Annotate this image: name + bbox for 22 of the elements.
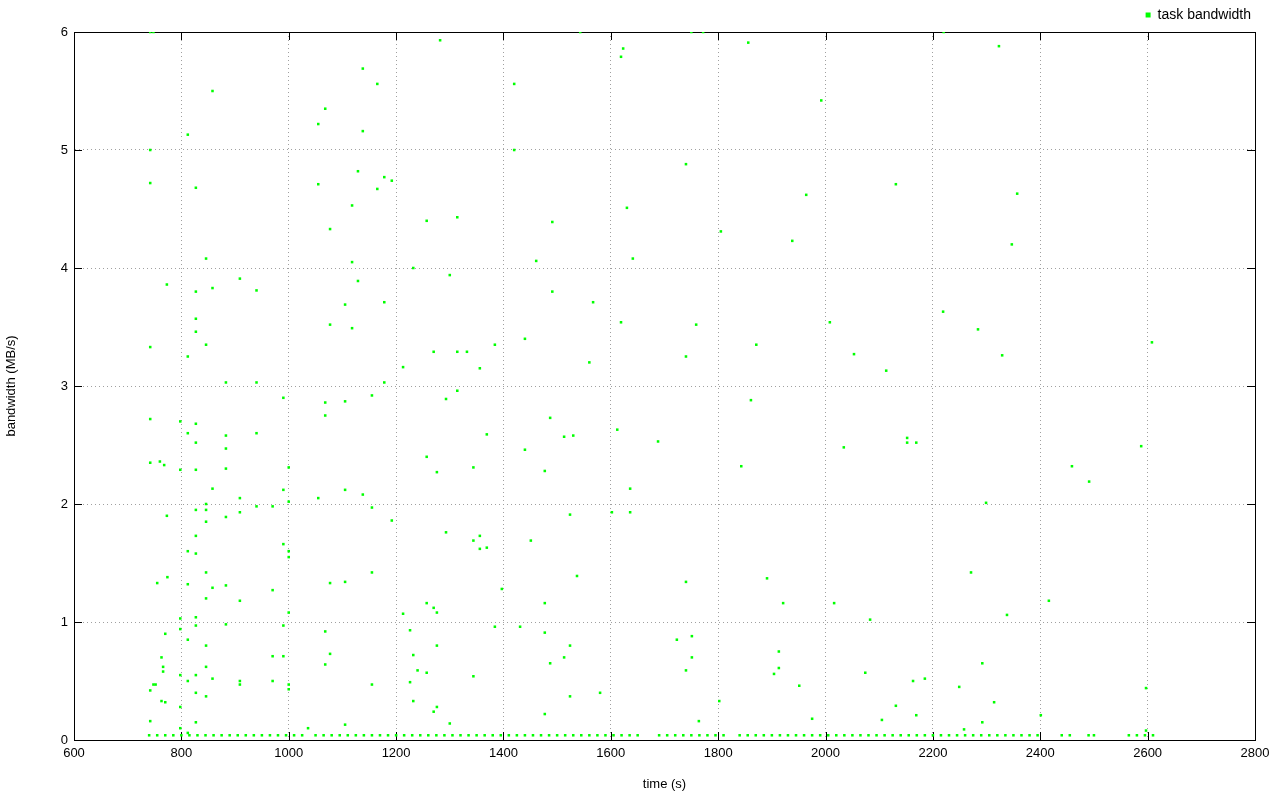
y-tick-label: 6 (60, 23, 68, 39)
y-tick-label: 5 (60, 141, 68, 157)
x-tick-label: 2200 (918, 745, 948, 761)
x-tick-label: 800 (170, 745, 193, 761)
x-tick-label: 2800 (1240, 745, 1270, 761)
y-tick-label: 2 (60, 495, 68, 511)
x-tick-label: 2000 (811, 745, 841, 761)
legend-label: task bandwidth (1157, 5, 1252, 22)
x-tick-label: 1600 (596, 745, 626, 761)
x-tick-label: 2600 (1133, 745, 1163, 761)
y-axis-title: bandwidth (MB/s) (3, 335, 19, 437)
x-tick-label: 600 (63, 745, 85, 761)
y-tick-label: 1 (60, 613, 68, 629)
x-tick-label: 1800 (703, 745, 733, 761)
y-tick-label: 0 (60, 731, 68, 747)
y-tick-label: 3 (60, 377, 68, 393)
x-tick-label: 1200 (381, 745, 411, 761)
x-axis-title: time (s) (642, 775, 687, 791)
x-tick-label: 1000 (274, 745, 304, 761)
y-tick-label: 4 (60, 259, 68, 275)
x-tick-label: 1400 (488, 745, 518, 761)
x-tick-label: 2400 (1025, 745, 1055, 761)
